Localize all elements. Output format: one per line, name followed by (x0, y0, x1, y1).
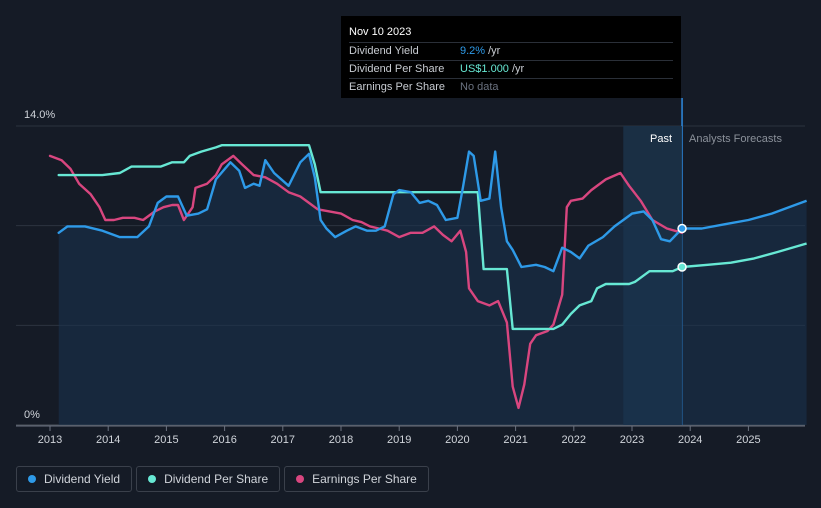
dividend-yield-area (58, 151, 807, 425)
series-line-dividend-yield (57, 150, 684, 273)
legend-dot-icon (28, 475, 36, 483)
chart-fills (58, 126, 807, 425)
series-line-earnings-per-share (48, 154, 684, 410)
chart-legend: Dividend Yield Dividend Per Share Earnin… (16, 466, 429, 492)
tooltip-date: Nov 10 2023 (349, 26, 412, 38)
tooltip-label: Earnings Per Share (349, 81, 445, 93)
tooltip-row-dividend-yield: Dividend Yield 9.2% /yr (349, 42, 673, 60)
legend-label: Earnings Per Share (312, 472, 417, 486)
x-tick-label: 2014 (96, 434, 120, 446)
forecast-label: Analysts Forecasts (689, 133, 782, 145)
legend-dot-icon (296, 475, 305, 483)
tooltip-value: 9.2% (460, 45, 486, 57)
legend-dot-icon (148, 475, 157, 483)
tooltip-unit: /yr (511, 63, 525, 75)
tooltip-label: Dividend Yield (349, 45, 419, 57)
tooltip-value: No data (460, 81, 499, 93)
legend-earnings-per-share[interactable]: Earnings Per Share (284, 466, 429, 492)
legend-label: Dividend Yield (44, 472, 121, 486)
legend-dividend-yield[interactable]: Dividend Yield (16, 466, 133, 492)
legend-dividend-per-share[interactable]: Dividend Per Share (136, 466, 281, 492)
x-tick-label: 2021 (503, 434, 527, 446)
tooltip-row-earnings-per-share: Earnings Per Share No data (349, 78, 673, 96)
tooltip-label: Dividend Per Share (349, 63, 445, 75)
x-tick-label: 2017 (271, 434, 295, 446)
series-forecast-line-dividend-yield (682, 199, 808, 230)
x-tick-label: 2024 (678, 434, 702, 446)
series-forecast-line-dividend-per-share (681, 242, 807, 269)
past-label: Past (650, 133, 672, 145)
x-tick-label: 2015 (154, 434, 178, 446)
tooltip-row-dividend-per-share: Dividend Per Share US$1.000 /yr (349, 60, 673, 78)
hover-marker-dividend-per-share (677, 262, 687, 272)
x-tick-label: 2020 (445, 434, 469, 446)
x-tick-label: 2013 (38, 434, 62, 446)
hover-tooltip: Nov 10 2023 Dividend Yield 9.2% /yr Divi… (341, 16, 681, 98)
chart-series (48, 143, 808, 410)
hover-marker-dividend-yield (677, 223, 687, 234)
legend-label: Dividend Per Share (164, 472, 269, 486)
tooltip-unit: /yr (488, 45, 501, 57)
y-axis-label-bottom: 0% (24, 409, 40, 421)
x-tick-label: 2016 (212, 434, 236, 446)
tooltip-value: US$1.000 (460, 63, 509, 75)
y-axis-label-top: 14.0% (24, 109, 55, 121)
x-tick-label: 2025 (736, 434, 760, 446)
x-tick-label: 2023 (620, 434, 644, 446)
x-tick-label: 2022 (562, 434, 586, 446)
x-tick-label: 2018 (329, 434, 353, 446)
x-tick-label: 2019 (387, 434, 411, 446)
series-line-dividend-per-share (57, 143, 684, 331)
chart-labels: 14.0% 0% 2013 2014 2015 2016 2017 2018 2019 2020 2… (24, 109, 782, 446)
